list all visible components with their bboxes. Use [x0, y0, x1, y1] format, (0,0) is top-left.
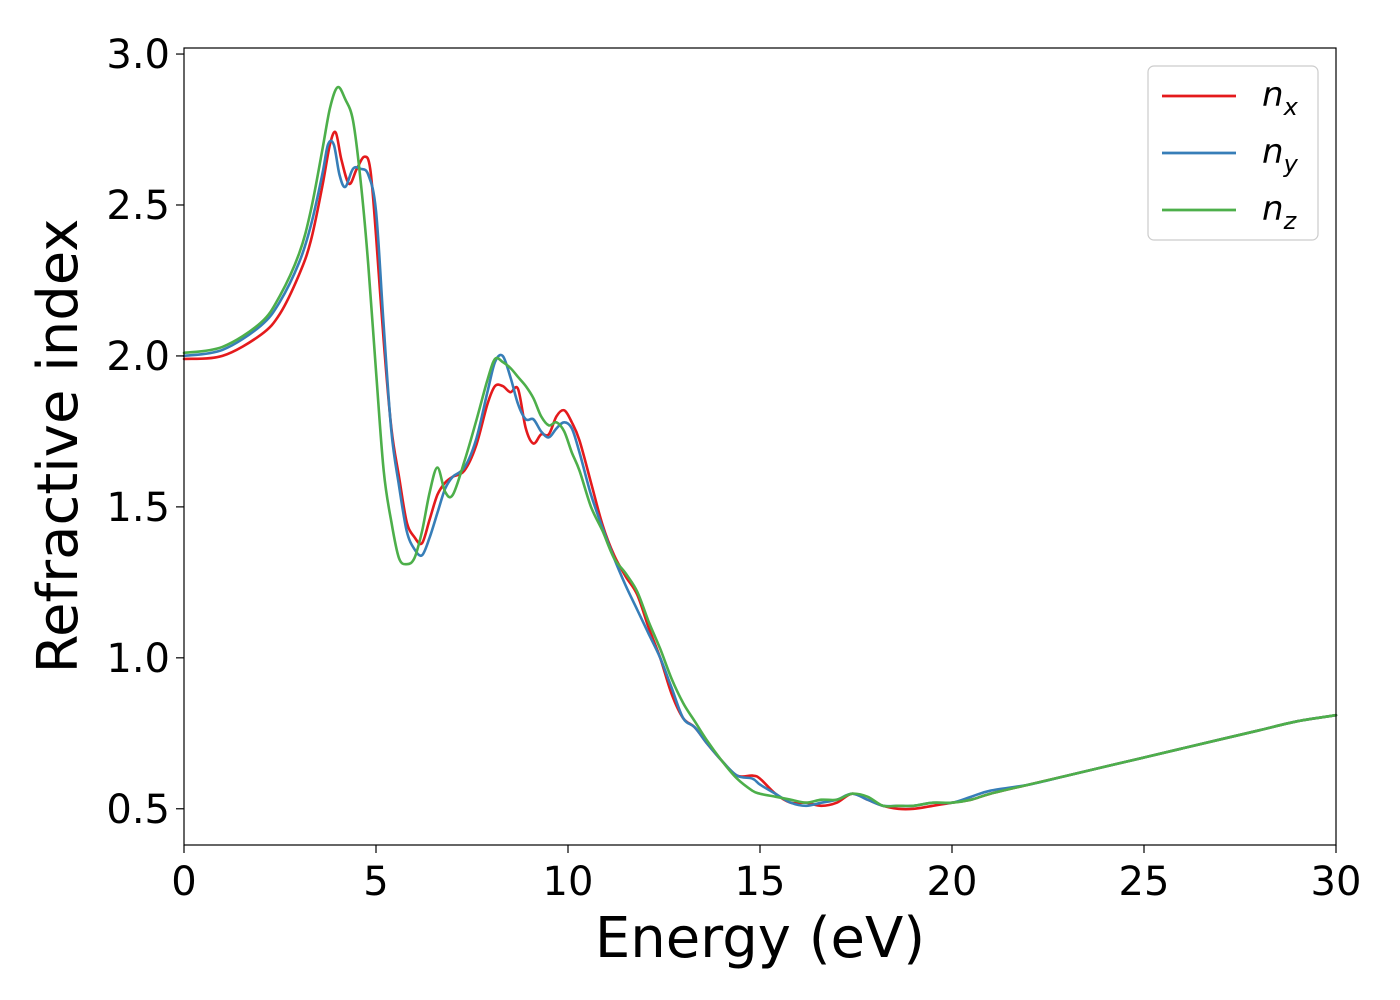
x-tick-label: 15 — [735, 859, 786, 905]
y-tick-label: 1.5 — [106, 485, 170, 531]
x-axis-label: Energy (eV) — [595, 906, 925, 971]
series-line-nz — [182, 85, 1338, 808]
x-tick-label: 30 — [1311, 859, 1362, 905]
series-line-nx — [182, 130, 1338, 811]
y-axis-ticks: 0.5 1.0 1.5 2.0 2.5 3.0 — [106, 32, 184, 833]
x-axis-ticks: 0 5 10 15 20 25 30 — [171, 845, 1361, 905]
x-tick-label: 10 — [543, 859, 594, 905]
legend-subscript: y — [1283, 150, 1299, 178]
legend-subscript: z — [1283, 207, 1298, 235]
x-tick-label: 5 — [363, 859, 388, 905]
y-tick-label: 2.5 — [106, 183, 170, 229]
plot-background — [184, 48, 1336, 845]
x-tick-label: 20 — [927, 859, 978, 905]
x-tick-label: 25 — [1119, 859, 1170, 905]
y-tick-label: 1.0 — [106, 636, 170, 682]
y-axis-label: Refractive index — [26, 219, 91, 674]
y-tick-label: 0.5 — [106, 787, 170, 833]
x-tick-label: 0 — [171, 859, 196, 905]
series-lines — [182, 85, 1338, 811]
y-tick-label: 3.0 — [106, 32, 170, 78]
legend-subscript: x — [1283, 93, 1299, 121]
y-tick-label: 2.0 — [106, 334, 170, 380]
